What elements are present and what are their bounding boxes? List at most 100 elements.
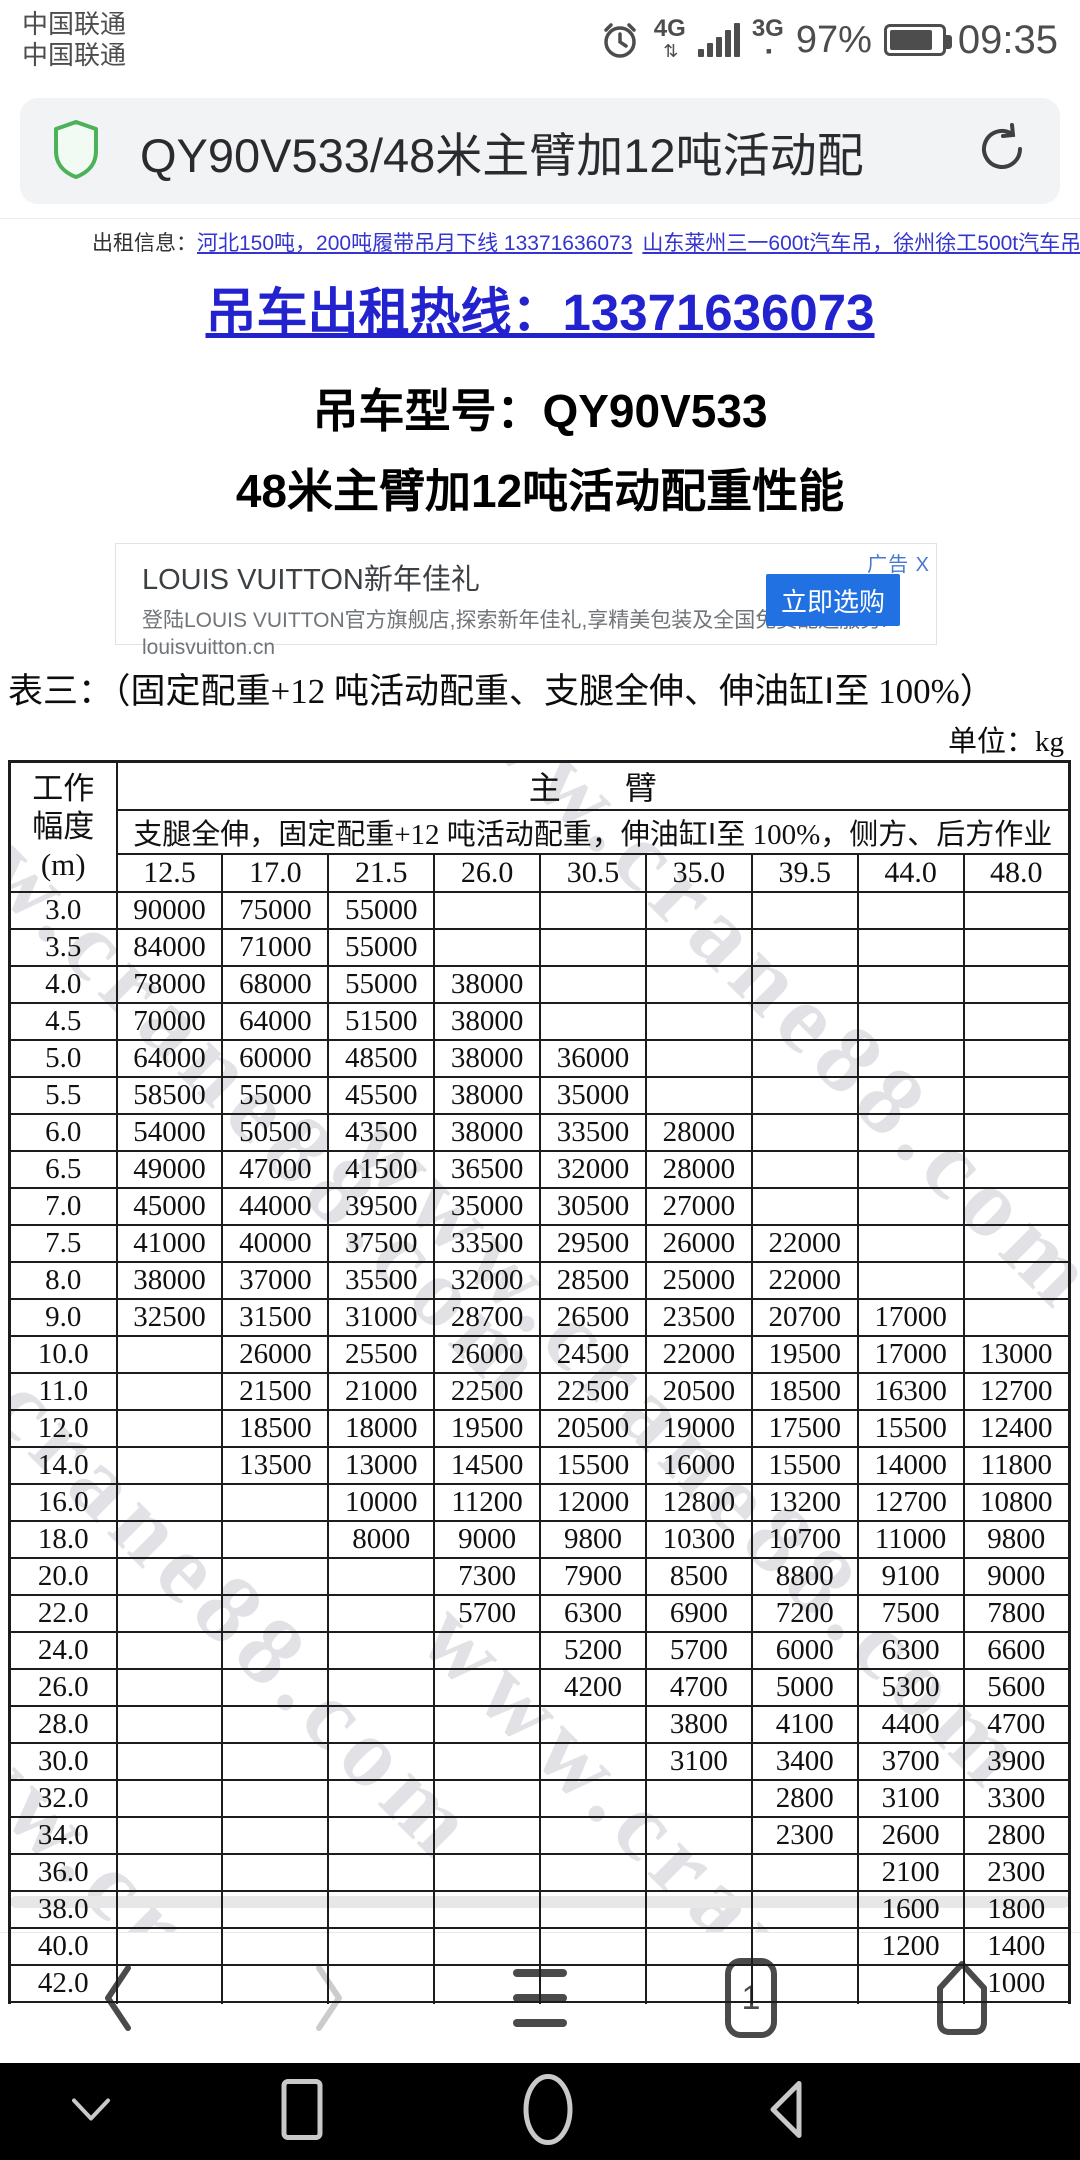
boom-length-cell: 30.5	[539, 853, 647, 893]
radius-cell: 9.0	[8, 1298, 118, 1337]
capacity-cell	[856, 1187, 965, 1226]
capacity-cell: 13500	[221, 1446, 330, 1485]
capacity-cell: 51500	[327, 1002, 436, 1041]
capacity-cell	[115, 1594, 224, 1633]
hotline-link[interactable]: 吊车出租热线：13371636073	[205, 284, 875, 341]
capacity-cell	[115, 1372, 224, 1411]
capacity-cell	[221, 1668, 330, 1707]
home-circle-icon[interactable]	[520, 2071, 576, 2152]
signal-bars-sim1-icon	[697, 23, 740, 57]
capacity-cell: 9800	[539, 1520, 647, 1559]
rental-link-hebei[interactable]: 河北150吨，200吨履带吊月下线 13371636073	[197, 232, 633, 255]
capacity-cell: 9000	[962, 1557, 1071, 1596]
capacity-cell	[327, 1853, 436, 1892]
boom-length-cell: 44.0	[856, 853, 965, 893]
condition-header: 支腿全伸，固定配重+12 吨活动配重，伸油缸Ⅰ至 100%，侧方、后方作业	[115, 809, 1071, 855]
capacity-cell	[433, 891, 541, 930]
hide-navbar-chevron-icon[interactable]	[68, 2094, 114, 2129]
capacity-cell: 1200	[856, 1927, 965, 1966]
ad-cta-button[interactable]: 立即选购	[766, 574, 900, 626]
capacity-cell: 20500	[644, 1372, 753, 1411]
capacity-cell: 28500	[539, 1261, 647, 1300]
capacity-cell: 11000	[856, 1520, 965, 1559]
radius-cell: 26.0	[8, 1668, 118, 1707]
capacity-cell	[962, 1187, 1071, 1226]
network-type-3g: 3G ▪	[751, 15, 784, 62]
boom-length-cell: 26.0	[433, 853, 541, 893]
capacity-cell	[327, 1594, 436, 1633]
capacity-cell: 17500	[750, 1409, 859, 1448]
ad-badge-close[interactable]: 广告 X	[867, 548, 930, 577]
ad-title[interactable]: LOUIS VUITTON新年佳礼	[142, 564, 480, 596]
capacity-cell	[750, 1890, 859, 1929]
capacity-cell: 38000	[433, 1002, 541, 1041]
capacity-cell: 25500	[327, 1335, 436, 1374]
capacity-cell: 5200	[539, 1631, 647, 1670]
capacity-cell	[115, 1742, 224, 1781]
back-triangle-icon[interactable]	[763, 2077, 807, 2146]
radius-cell: 28.0	[8, 1705, 118, 1744]
battery-percent: 97%	[795, 18, 872, 61]
home-button[interactable]	[930, 1956, 994, 2040]
capacity-cell	[962, 1150, 1071, 1189]
status-bar: 中国联通 中国联通 4G ⇅ 3G ▪ 97% 09:35	[0, 0, 1080, 80]
capacity-cell	[856, 1113, 965, 1152]
capacity-cell: 37000	[221, 1261, 330, 1300]
capacity-cell	[539, 1705, 647, 1744]
capacity-cell	[433, 1705, 541, 1744]
capacity-cell: 75000	[221, 891, 330, 930]
radius-cell: 11.0	[8, 1372, 118, 1411]
load-capacity-table: 工作 幅度 (m) 主 臂 支腿全伸，固定配重+12 吨活动配重，伸油缸Ⅰ至 1…	[8, 760, 1071, 2004]
table-row: 28.0 3800 4100 4400 4700	[8, 1705, 1071, 1744]
capacity-cell: 3100	[856, 1779, 965, 1818]
capacity-cell: 20500	[539, 1409, 647, 1448]
refresh-icon[interactable]	[974, 121, 1030, 182]
url-bar[interactable]: QY90V533/48米主臂加12吨活动配	[20, 98, 1060, 204]
radius-cell: 5.5	[8, 1076, 118, 1115]
rental-link-shandong[interactable]: 山东莱州三一600t汽车吊，徐州徐工500t汽车吊下线 13371636073	[642, 232, 1080, 255]
table-row: 18.0 8000 9000 9800 10300 10700 11000 9800	[8, 1520, 1071, 1559]
capacity-cell	[644, 1076, 753, 1115]
capacity-cell	[115, 1668, 224, 1707]
capacity-cell: 12400	[962, 1409, 1071, 1448]
capacity-cell: 8500	[644, 1557, 753, 1596]
site-security-shield-icon[interactable]	[50, 118, 102, 185]
capacity-cell: 28000	[644, 1150, 753, 1189]
table-caption: 表三：（固定配重+12 吨活动配重、支腿全伸、伸油缸Ⅰ至 100%）	[8, 672, 995, 711]
capacity-cell	[750, 1150, 859, 1189]
table-row: 42.0 1000	[8, 1964, 1071, 2003]
capacity-cell	[644, 1816, 753, 1855]
capacity-cell: 1400	[962, 1927, 1071, 1966]
capacity-cell	[750, 1002, 859, 1041]
capacity-cell	[115, 1927, 224, 1966]
system-navigation-bar	[0, 2063, 1080, 2160]
table-unit-label: 单位：kg	[947, 726, 1064, 758]
capacity-cell	[750, 1039, 859, 1078]
radius-cell: 3.5	[8, 928, 118, 967]
capacity-cell: 22000	[750, 1261, 859, 1300]
table-row: 3.5 84000 71000 55000	[8, 928, 1071, 967]
capacity-cell: 35000	[433, 1187, 541, 1226]
battery-icon	[883, 24, 952, 56]
capacity-cell	[327, 1631, 436, 1670]
table-row: 3.0 90000 75000 55000	[8, 891, 1071, 930]
radius-cell: 24.0	[8, 1631, 118, 1670]
radius-cell: 34.0	[8, 1816, 118, 1855]
capacity-cell: 25000	[644, 1261, 753, 1300]
recents-square-icon[interactable]	[278, 2076, 326, 2147]
ad-close-icon[interactable]: X	[915, 554, 930, 576]
radius-cell: 8.0	[8, 1261, 118, 1300]
capacity-cell	[115, 1409, 224, 1448]
capacity-cell: 38000	[433, 1113, 541, 1152]
capacity-cell	[433, 1668, 541, 1707]
capacity-cell: 10300	[644, 1520, 753, 1559]
capacity-cell: 12700	[962, 1372, 1071, 1411]
page-title-in-urlbar[interactable]: QY90V533/48米主臂加12吨活动配	[140, 128, 864, 182]
capacity-cell	[221, 1705, 330, 1744]
capacity-cell: 4200	[539, 1668, 647, 1707]
capacity-cell	[433, 1890, 541, 1929]
capacity-cell: 64000	[115, 1039, 224, 1078]
ad-banner[interactable]: 广告 X LOUIS VUITTON新年佳礼 登陆LOUIS VUITTON官方…	[115, 543, 937, 659]
capacity-cell: 3700	[856, 1742, 965, 1781]
capacity-cell	[433, 1816, 541, 1855]
